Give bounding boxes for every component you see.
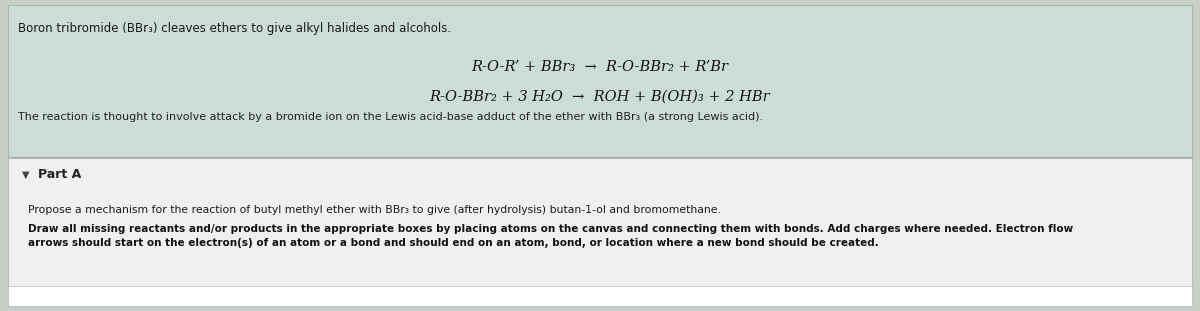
Bar (8, 158, 1192, 306)
Text: Propose a mechanism for the reaction of butyl methyl ether with BBr₃ to give (af: Propose a mechanism for the reaction of … (28, 205, 721, 215)
Text: ▼: ▼ (22, 170, 30, 180)
Text: arrows should start on the electron(s) of an atom or a bond and should end on an: arrows should start on the electron(s) o… (28, 238, 878, 248)
Text: R-O-BBr₂ + 3 H₂O  →  ROH + B(OH)₃ + 2 HBr: R-O-BBr₂ + 3 H₂O → ROH + B(OH)₃ + 2 HBr (430, 90, 770, 104)
Text: Draw all missing reactants and/or products in the appropriate boxes by placing a: Draw all missing reactants and/or produc… (28, 224, 1073, 234)
Text: Part A: Part A (38, 168, 82, 181)
Bar (8, 286, 1192, 306)
Text: The reaction is thought to involve attack by a bromide ion on the Lewis acid-bas: The reaction is thought to involve attac… (18, 112, 763, 122)
Text: Boron tribromide (BBr₃) cleaves ethers to give alkyl halides and alcohols.: Boron tribromide (BBr₃) cleaves ethers t… (18, 22, 451, 35)
Text: R-O-R’ + BBr₃  →  R-O-BBr₂ + R’Br: R-O-R’ + BBr₃ → R-O-BBr₂ + R’Br (472, 60, 728, 74)
Bar (8, 5, 1192, 157)
